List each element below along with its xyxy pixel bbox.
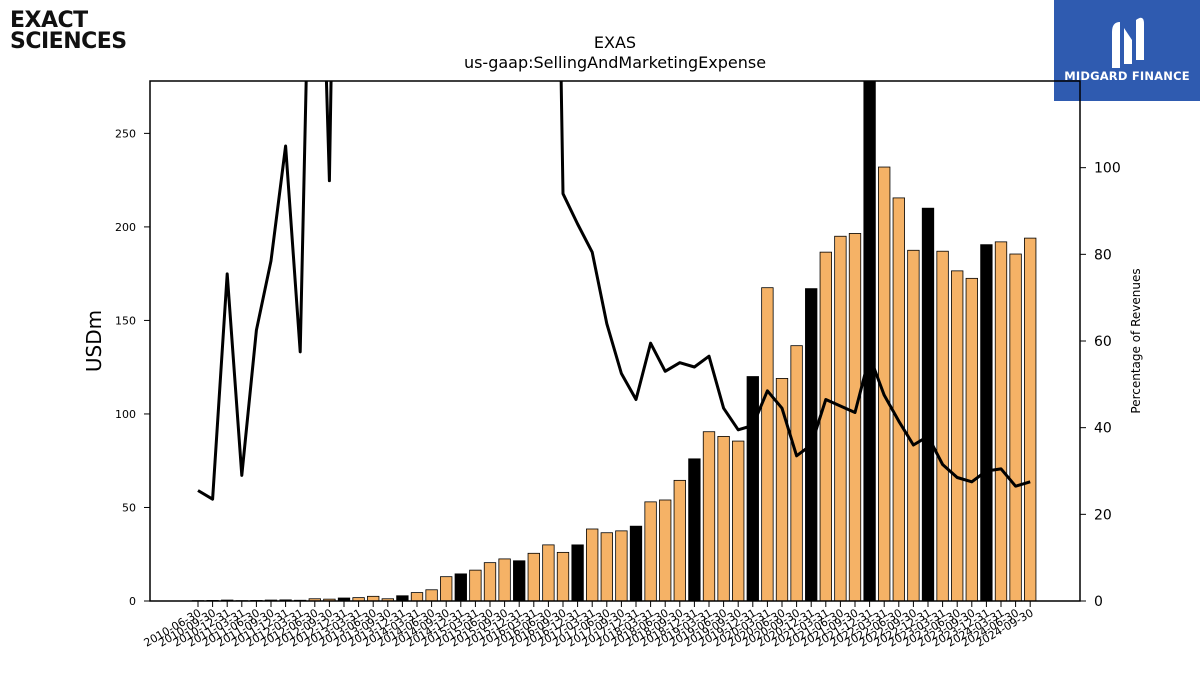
line-series-layer <box>197 81 1031 501</box>
publisher-name: MIDGARD FINANCE <box>1064 69 1190 83</box>
plot-frame <box>149 80 1081 602</box>
bar-2016-09-30 <box>556 551 570 601</box>
bar-2013-06-30 <box>367 595 380 601</box>
bar-2021-09-30 <box>848 233 862 601</box>
company-logo-line2: SCIENCES <box>10 29 127 54</box>
bar-2014-03-31 <box>410 592 424 601</box>
bar-2017-06-30 <box>600 532 613 601</box>
bar-2020-06-30 <box>775 378 789 601</box>
bar-2021-03-31 <box>819 251 832 601</box>
y-tick-label: 150 <box>115 314 136 327</box>
bar-2012-09-30 <box>323 598 336 601</box>
y-tick-label: 0 <box>129 595 136 608</box>
x-axis: 2010-06-302010-09-302010-12-312011-03-31… <box>142 601 1036 650</box>
bar-2019-06-30 <box>717 435 730 601</box>
bar-2014-12-31 <box>454 573 467 601</box>
y2-tick-label: 100 <box>1094 161 1121 177</box>
publisher-mark-icon <box>1112 17 1144 68</box>
bar-2016-03-31 <box>527 552 540 601</box>
bar-2015-06-30 <box>483 562 497 601</box>
bar-2022-12-31 <box>921 207 935 601</box>
bar-2019-12-31 <box>746 376 759 601</box>
bar-2023-09-30 <box>965 277 978 601</box>
bar-2018-12-31 <box>688 458 701 601</box>
bar-2022-06-30 <box>892 197 905 601</box>
y-axis-right: 0 20 40 60 80 100 <box>1080 161 1121 610</box>
company-logo-line1: EXACT <box>10 8 88 33</box>
y2-tick-label: 20 <box>1094 507 1112 523</box>
y-tick-label: 50 <box>122 501 136 514</box>
bar-2016-06-30 <box>542 544 555 601</box>
y-axis-label: USDm <box>82 310 106 372</box>
chart-title: EXAS <box>594 33 636 52</box>
y2-tick-label: 60 <box>1094 334 1112 350</box>
chart-subtitle: us-gaap:SellingAndMarketingExpense <box>464 53 766 72</box>
bar-2024-06-30 <box>1009 253 1022 601</box>
bar-2013-12-31 <box>396 595 409 601</box>
bar-2014-06-30 <box>425 589 438 601</box>
y2-tick-label: 40 <box>1094 421 1112 437</box>
bar-2023-06-30 <box>951 270 964 601</box>
bar-2021-12-31 <box>863 81 876 601</box>
bar-2013-03-31 <box>352 597 365 601</box>
bar-2019-09-30 <box>732 440 745 601</box>
bar-2023-03-31 <box>936 250 949 601</box>
company-logo: EXACT SCIENCES <box>10 8 127 54</box>
bar-2015-09-30 <box>498 558 511 601</box>
bar-2019-03-31 <box>702 431 716 601</box>
bar-2020-03-31 <box>761 287 774 601</box>
bar-2021-06-30 <box>834 235 847 601</box>
bar-2018-06-30 <box>659 499 672 601</box>
publisher-logo: MIDGARD FINANCE <box>1054 0 1200 101</box>
bar-2017-03-31 <box>586 528 599 601</box>
bar-2012-06-30 <box>308 598 321 601</box>
bar-2022-09-30 <box>907 249 920 601</box>
bar-2015-03-31 <box>469 569 482 601</box>
line-series-percentage-of-revenues <box>197 81 1031 501</box>
bar-2017-09-30 <box>615 530 628 601</box>
bar-2020-09-30 <box>790 345 803 601</box>
bar-2024-03-31 <box>994 241 1008 601</box>
bar-2016-12-31 <box>571 544 584 601</box>
bar-2017-12-31 <box>629 525 643 601</box>
bar-2012-12-31 <box>337 597 351 601</box>
bar-series <box>191 81 1037 601</box>
bar-2018-03-31 <box>644 501 657 601</box>
y-tick-label: 100 <box>115 408 136 421</box>
bar-2013-09-30 <box>381 598 394 601</box>
y2-tick-label: 80 <box>1094 247 1112 263</box>
bar-2018-09-30 <box>673 479 686 601</box>
bar-2023-12-31 <box>980 244 993 601</box>
y2-tick-label: 0 <box>1094 594 1103 610</box>
bar-2024-09-30 <box>1024 237 1037 601</box>
bar-2015-12-31 <box>513 560 526 601</box>
bar-2014-09-30 <box>440 576 453 601</box>
y-tick-label: 200 <box>115 221 136 234</box>
y-tick-label: 250 <box>115 127 136 140</box>
y-axis-left: 0 50 100 150 200 250 <box>115 127 150 608</box>
y2-axis-label: Percentage of Revenues <box>1129 268 1143 413</box>
